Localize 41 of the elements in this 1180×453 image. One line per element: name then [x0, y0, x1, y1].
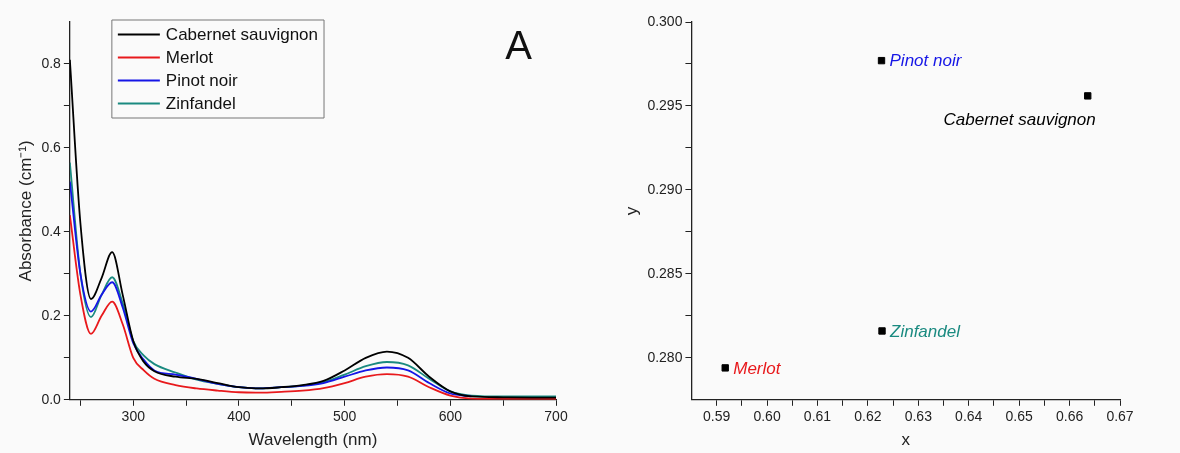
point — [1084, 92, 1092, 100]
annotation: Zinfandel — [889, 321, 962, 341]
legend-label: Cabernet sauvignon — [165, 25, 319, 45]
annotation: Cabernet sauvignon — [943, 110, 1096, 130]
annotation: Pinot noir — [889, 51, 963, 71]
y-tick-label: 0.295 — [647, 96, 683, 113]
y-tick-label: 0.8 — [41, 54, 62, 71]
y-tick-label: 0.0 — [41, 390, 62, 407]
x-tick-label: 0.64 — [955, 408, 983, 425]
x-tick-label: 0.62 — [854, 408, 882, 425]
y-axis-title: y — [621, 206, 641, 216]
x-tick-label: 0.65 — [1005, 408, 1033, 425]
y-tick-label: 0.6 — [41, 138, 62, 155]
x-tick-label: 0.61 — [803, 408, 832, 425]
y-axis-title: Absorbance (cm⁻¹) — [15, 140, 35, 282]
x-axis-title: Wavelength (nm) — [248, 430, 378, 450]
legend-label: Merlot — [165, 48, 214, 68]
annotation: A — [505, 23, 533, 68]
y-tick-label: 0.285 — [647, 264, 683, 281]
x-tick-label: 0.63 — [904, 408, 933, 425]
y-tick-label: 0.2 — [41, 306, 62, 323]
y-tick-label: 0.300 — [647, 12, 683, 29]
x-tick-label: 400 — [227, 408, 251, 425]
annotation: Merlot — [733, 358, 782, 378]
x-tick-label: 0.59 — [703, 408, 731, 425]
x-tick-label: 600 — [438, 408, 463, 425]
point — [878, 327, 886, 335]
legend-label: Zinfandel — [165, 94, 236, 114]
y-tick-label: 0.4 — [41, 222, 62, 239]
legend-label: Pinot noir — [165, 71, 239, 91]
x-tick-label: 500 — [332, 408, 357, 425]
y-tick-label: 0.280 — [647, 348, 683, 365]
x-tick-label: 0.60 — [753, 408, 781, 425]
x-tick-label: 700 — [544, 408, 568, 425]
y-tick-label: 0.290 — [647, 180, 683, 197]
point — [721, 364, 729, 372]
x-tick-label: 0.66 — [1055, 408, 1084, 425]
x-axis-title: x — [901, 430, 911, 450]
point — [877, 56, 886, 65]
x-tick-label: 300 — [121, 408, 146, 425]
x-tick-label: 0.67 — [1106, 408, 1134, 425]
